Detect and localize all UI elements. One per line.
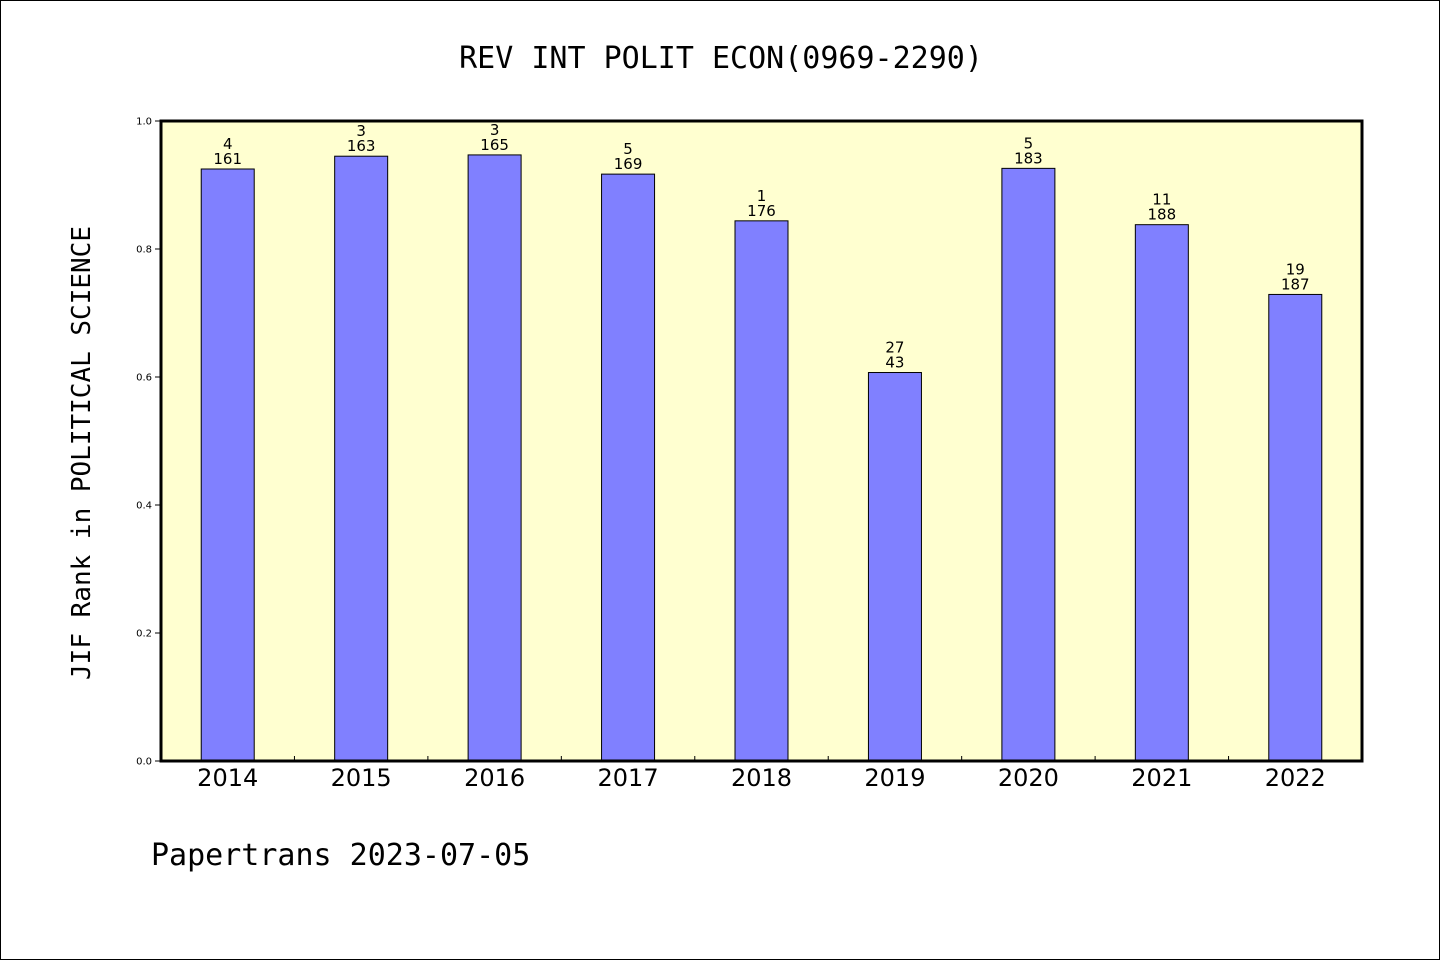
chart-title: REV INT POLIT ECON(0969-2290) [459,41,983,76]
x-tick-label: 2021 [1131,764,1192,792]
y-tick-label: 0.8 [136,245,152,256]
bar-total-label: 161 [213,150,242,168]
x-tick-label: 2018 [731,764,792,792]
y-tick-label: 0.2 [136,629,152,640]
bar-rank-label: 5 [623,140,633,158]
y-tick-label: 0.6 [136,373,152,384]
bar-total-label: 43 [885,354,904,372]
bar [1001,167,1056,762]
bar [601,173,656,762]
bar-rank-label: 11 [1152,191,1171,209]
x-tick-label: 2014 [197,764,258,792]
x-tick-label: 2022 [1265,764,1326,792]
footer-credit: Papertrans 2023-07-05 [151,838,530,873]
bar-rank-label: 27 [885,339,904,357]
bar [867,372,922,762]
bar [467,154,522,762]
bar-total-label: 163 [347,137,376,155]
x-tick-label: 2016 [464,764,525,792]
x-axis-ticks: 2014 2015 2016 2017 2018 2019 2020 2021 2022 [197,756,1326,792]
bar-rank-label: 1 [757,187,767,205]
bar-rank-label: 19 [1286,260,1305,278]
bar-total-label: 176 [747,202,776,220]
bar [734,220,789,762]
bar-rank-label: 4 [223,135,233,153]
x-tick-label: 2019 [864,764,925,792]
bar-rank-label: 3 [356,122,366,140]
bar [1134,224,1189,762]
y-axis-label: JIF Rank in POLITICAL SCIENCE [67,226,97,680]
bar-rank-label: 5 [1024,134,1034,152]
bar-rank-label: 3 [490,121,500,139]
bar-total-label: 165 [480,136,509,154]
bar-total-label: 188 [1148,206,1177,224]
bar-total-label: 169 [614,155,643,173]
x-tick-label: 2015 [331,764,392,792]
bar [200,168,255,762]
bar-total-label: 183 [1014,149,1043,167]
bar-total-label: 187 [1281,275,1310,293]
x-tick-label: 2017 [598,764,659,792]
y-tick-label: 1.0 [136,117,152,128]
y-tick-label: 0.4 [136,501,152,512]
bar [1268,293,1323,762]
plot-border [159,119,1364,763]
y-axis-ticks: 0.0 0.2 0.4 0.6 0.8 1.0 [136,117,161,768]
bar [334,155,389,762]
y-tick-label: 0.0 [136,757,152,768]
bars-group [200,154,1323,762]
x-tick-label: 2020 [998,764,1059,792]
